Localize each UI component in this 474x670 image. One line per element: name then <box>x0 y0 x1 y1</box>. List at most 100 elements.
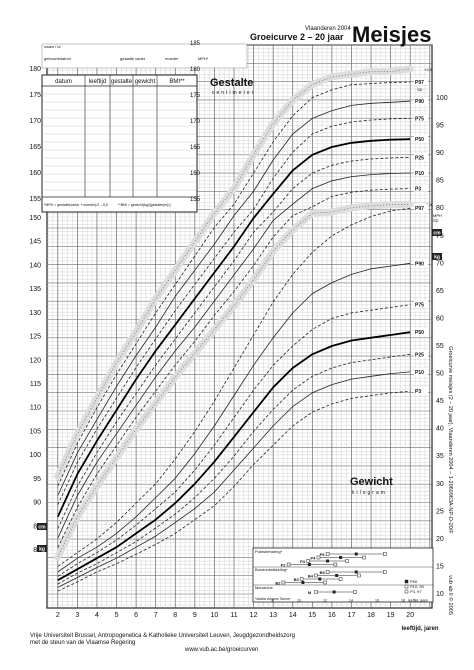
height-label-bg <box>414 78 428 85</box>
height-label-bg <box>414 114 428 122</box>
mph-label: MPH* <box>198 56 209 61</box>
puberty-legend-swatch-1 <box>404 584 409 589</box>
height-tick-150: 150 <box>29 215 41 222</box>
puberty-legend-0: P50 <box>410 579 418 584</box>
height-label-bg <box>414 135 428 143</box>
x-tick-16: 16 <box>328 612 336 619</box>
weight-label-P50: P50 <box>415 330 424 336</box>
height-upper-tick-155: 155 <box>190 197 201 203</box>
footer-line1: Vrije Universiteit Brussel, Antropogenet… <box>30 633 295 639</box>
chart-subtitle: Groeicurve 2 – 20 jaar <box>250 32 344 42</box>
puberty-x-label: leeftijd, jaren <box>408 599 428 603</box>
puberty-legend-swatch-2 <box>404 589 409 594</box>
x-tick-12: 12 <box>250 612 258 619</box>
weight-tick-25: 25 <box>436 508 444 515</box>
puberty-legend-1: P10, 90 <box>410 584 425 589</box>
weight-curve-P50 <box>57 331 411 581</box>
x-tick-15: 15 <box>308 612 316 619</box>
height-sd-label: +2,5 <box>424 67 433 72</box>
x-tick-17: 17 <box>348 612 356 619</box>
table-header-3: gewicht <box>135 79 156 85</box>
weight-tick-10: 10 <box>436 591 444 598</box>
sidebar-text: Groeicurve meisjes (2 – 20 jaar), Vlaand… <box>447 346 453 534</box>
kg-unit-right-box <box>432 253 442 260</box>
weight-curve-P97 <box>57 207 411 567</box>
gestalte-unit: centimeter <box>212 90 255 96</box>
weight-tick-20: 20 <box>436 536 444 543</box>
weight-label-P10: P10 <box>415 370 424 376</box>
height-tick-175: 175 <box>29 92 41 99</box>
puberty-p97-B2 <box>323 580 327 585</box>
puberty-p97-P4 <box>362 555 366 560</box>
sd-band-lower <box>54 200 414 561</box>
puberty-p3-B4 <box>314 573 318 578</box>
height-upper-tick-160: 160 <box>190 171 201 177</box>
height-tick-100: 100 <box>29 452 41 459</box>
kg-unit-left: kg <box>39 547 45 553</box>
weight-label-bg <box>414 204 428 212</box>
height-curve-P50 <box>56 138 411 518</box>
height-label-P10: P10 <box>415 171 424 177</box>
x-tick-10: 10 <box>211 612 219 619</box>
weight-tick-50: 50 <box>436 371 444 378</box>
x-tick-8: 8 <box>173 612 177 619</box>
puberty-p3-P5 <box>325 552 330 556</box>
weight-tick-90: 90 <box>436 150 444 157</box>
height-curve-P25 <box>57 157 411 529</box>
name-label: naam / id <box>44 44 60 49</box>
puberty-stage-B2: B2 <box>275 581 281 586</box>
x-tick-14: 14 <box>289 612 297 619</box>
weight-curve-P25 <box>57 353 411 585</box>
table-header-4: BMI** <box>169 79 185 85</box>
weight-curve-P10 <box>57 371 411 588</box>
height-label-bg <box>414 97 428 105</box>
puberty-p50-M <box>332 590 336 594</box>
height-curve-25 <box>57 68 411 477</box>
height-tick-90: 90 <box>33 500 41 507</box>
height-tick-130: 130 <box>29 310 41 317</box>
mph-axis-label: MPH <box>433 213 442 218</box>
height-curve-P90 <box>57 100 411 496</box>
height-tick-135: 135 <box>29 286 41 293</box>
footer-line2: met de steun van de Vlaamse Regering <box>30 640 136 646</box>
height-label-P75: P75 <box>415 116 424 122</box>
puberty-title-pubic: Pubisbeharing* <box>255 549 283 554</box>
puberty-stage-B3: B3 <box>294 577 300 582</box>
puberty-x-tick-18: 18 <box>401 599 405 603</box>
height-label-P3: P3 <box>415 187 421 193</box>
puberty-stage-P2: P2 <box>281 563 287 568</box>
puberty-p97-M <box>353 590 357 594</box>
cm-unit-lower-box <box>37 523 47 530</box>
height-tick-105: 105 <box>29 428 41 435</box>
height-label-bg <box>414 184 428 192</box>
height-tick-160: 160 <box>29 170 41 177</box>
weight-tick-75: 75 <box>436 233 444 240</box>
puberty-p3-P3 <box>306 559 310 563</box>
height-tick-170: 170 <box>29 118 41 125</box>
weight-tick-85: 85 <box>436 178 444 185</box>
sd-label: SD <box>417 87 423 92</box>
weight-label-bg <box>414 259 428 267</box>
weight-curve-P90 <box>57 262 411 573</box>
cm-unit-upper-box <box>432 229 442 236</box>
weight-label-bg <box>414 387 428 395</box>
puberty-inset <box>252 547 434 603</box>
puberty-legend-2: P3, 97 <box>410 589 422 594</box>
weight-tick-80: 80 <box>436 205 444 212</box>
x-tick-7: 7 <box>154 612 158 619</box>
kg-unit-left-box <box>37 545 47 552</box>
height-label-bg <box>414 153 428 161</box>
puberty-stage-P3: P3 <box>300 559 306 564</box>
x-tick-5: 5 <box>115 612 119 619</box>
weight-tick-30: 30 <box>436 481 444 488</box>
x-tick-11: 11 <box>230 612 237 619</box>
x-tick-4: 4 <box>95 612 99 619</box>
puberty-p3-M <box>314 590 318 594</box>
puberty-p50-P5 <box>354 552 358 556</box>
weight-label-bg <box>414 300 428 308</box>
region-label: Vlaanderen 2004 <box>305 26 351 32</box>
cm-unit-upper: cm <box>433 231 441 237</box>
x-tick-18: 18 <box>367 612 375 619</box>
height-tick-95: 95 <box>33 476 41 483</box>
